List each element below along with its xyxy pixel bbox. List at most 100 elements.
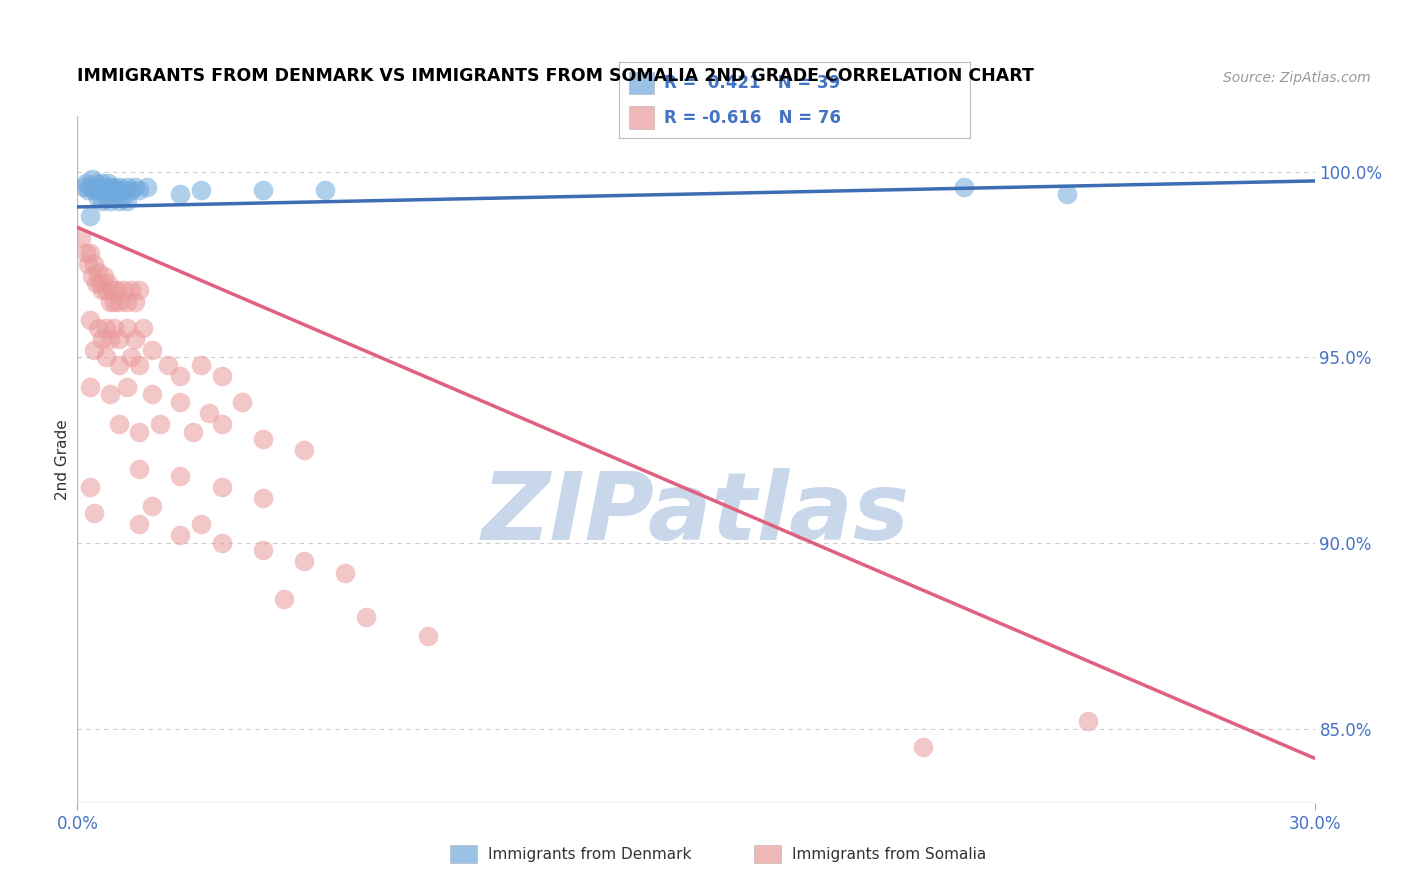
Point (128, 183, 150, 197)
Point (115, 380, 138, 394)
Point (335, 566, 357, 580)
Point (79, 209, 101, 223)
Point (83, 343, 105, 357)
Point (128, 284, 150, 298)
Point (416, 629, 439, 643)
Point (128, 461, 150, 475)
Point (292, 554, 315, 568)
Point (120, 351, 142, 365)
Point (354, 610, 377, 624)
Point (70, 231, 93, 245)
Text: R = -0.616   N = 76: R = -0.616 N = 76 (664, 109, 841, 127)
Point (98, 179, 121, 194)
Point (211, 417, 233, 431)
Point (128, 425, 150, 439)
Point (83, 183, 105, 197)
Point (103, 294, 125, 309)
Point (84, 176, 107, 190)
Point (149, 417, 172, 431)
Point (107, 332, 129, 346)
Point (111, 284, 134, 298)
Point (1077, 714, 1099, 728)
Point (211, 536, 233, 550)
Point (79, 179, 101, 194)
Y-axis label: 2nd Grade: 2nd Grade (55, 419, 70, 500)
Point (211, 480, 233, 494)
Point (181, 425, 204, 439)
Point (91, 284, 114, 298)
Point (169, 528, 191, 542)
Point (111, 191, 134, 205)
Bar (754, 845, 780, 863)
Text: Immigrants from Somalia: Immigrants from Somalia (792, 847, 986, 862)
Point (273, 591, 295, 606)
Point (89, 276, 111, 290)
Point (107, 179, 129, 194)
Text: IMMIGRANTS FROM DENMARK VS IMMIGRANTS FROM SOMALIA 2ND GRADE CORRELATION CHART: IMMIGRANTS FROM DENMARK VS IMMIGRANTS FR… (77, 67, 1035, 85)
Point (101, 183, 124, 197)
Point (132, 320, 155, 334)
Point (953, 179, 976, 194)
Point (103, 191, 125, 205)
Point (103, 179, 125, 194)
Point (101, 284, 124, 298)
Point (252, 491, 274, 506)
Point (115, 294, 138, 309)
Point (97, 276, 120, 290)
Point (84, 276, 107, 290)
Bar (450, 845, 477, 863)
Text: Immigrants from Denmark: Immigrants from Denmark (488, 847, 692, 862)
Point (169, 469, 191, 483)
Point (93, 268, 115, 283)
Point (76, 183, 98, 197)
Point (105, 183, 128, 197)
Point (80, 268, 103, 283)
Point (141, 499, 163, 513)
Point (157, 358, 180, 372)
Point (72, 179, 94, 194)
Point (190, 358, 212, 372)
Point (911, 740, 934, 755)
Point (190, 183, 212, 197)
Point (128, 358, 150, 372)
Point (252, 183, 274, 197)
Point (98, 194, 121, 209)
Point (91, 332, 114, 346)
Point (75, 246, 97, 260)
Point (96, 351, 118, 365)
Point (107, 294, 129, 309)
Point (83, 257, 105, 271)
Point (120, 284, 142, 298)
Point (128, 517, 150, 532)
Text: ZIPatlas: ZIPatlas (482, 468, 910, 560)
Point (96, 320, 118, 334)
Bar (630, 71, 654, 95)
Point (141, 343, 163, 357)
Point (91, 176, 114, 190)
Point (141, 387, 163, 401)
Bar (630, 106, 654, 129)
Point (96, 183, 118, 197)
Point (252, 543, 274, 558)
Point (91, 194, 114, 209)
Point (79, 313, 101, 327)
Point (198, 406, 221, 420)
Point (211, 368, 233, 383)
Point (231, 394, 253, 409)
Point (1056, 186, 1078, 201)
Point (96, 191, 118, 205)
Point (115, 179, 138, 194)
Point (136, 179, 159, 194)
Point (107, 358, 129, 372)
Point (79, 380, 101, 394)
Point (75, 176, 97, 190)
Point (115, 320, 138, 334)
Point (79, 246, 101, 260)
Point (124, 294, 146, 309)
Point (124, 179, 146, 194)
Point (124, 332, 146, 346)
Point (93, 179, 115, 194)
Point (87, 179, 110, 194)
Text: Source: ZipAtlas.com: Source: ZipAtlas.com (1223, 70, 1371, 85)
Point (107, 194, 129, 209)
